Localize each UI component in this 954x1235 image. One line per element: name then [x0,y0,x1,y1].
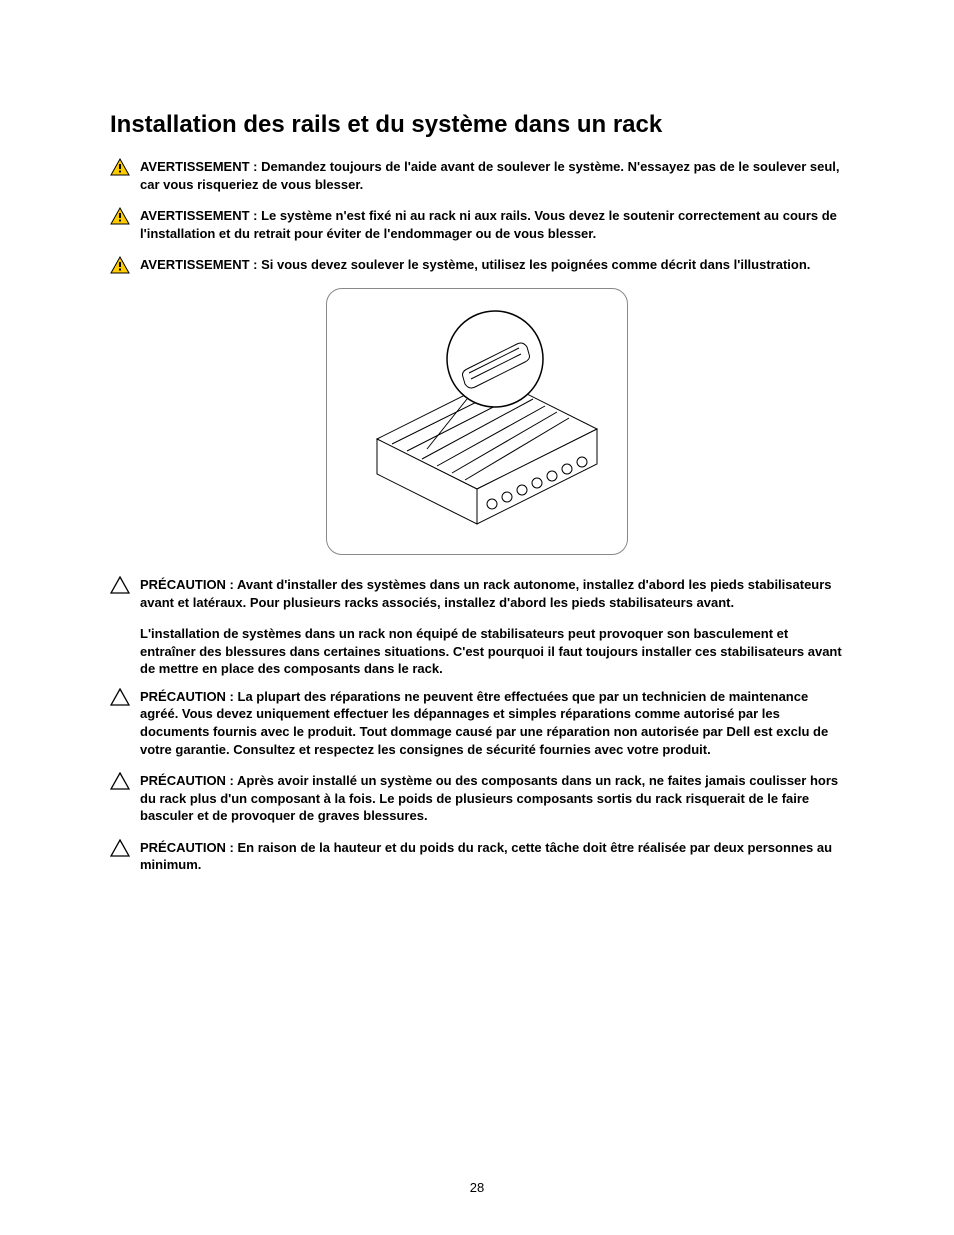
page-title: Installation des rails et du système dan… [110,110,844,140]
caution-4: PRÉCAUTION : En raison de la hauteur et … [110,839,844,874]
page-number: 28 [0,1180,954,1195]
warning-text-3: AVERTISSEMENT : Si vous devez soulever l… [140,256,844,274]
page: Installation des rails et du système dan… [0,0,954,1235]
figure-illustration [326,288,628,555]
warning-text-1: AVERTISSEMENT : Demandez toujours de l'a… [140,158,844,193]
caution-text-4: PRÉCAUTION : En raison de la hauteur et … [140,839,844,874]
warning-icon [110,256,134,274]
caution-2: PRÉCAUTION : La plupart des réparations … [110,688,844,758]
caution-text-1: PRÉCAUTION : Avant d'installer des systè… [140,576,844,611]
caution-icon [110,688,134,706]
caution-icon [110,576,134,594]
warning-icon [110,207,134,225]
warning-2: AVERTISSEMENT : Le système n'est fixé ni… [110,207,844,242]
caution-icon [110,772,134,790]
caution-extra-1: L'installation de systèmes dans un rack … [140,625,844,678]
warning-1: AVERTISSEMENT : Demandez toujours de l'a… [110,158,844,193]
warning-icon [110,158,134,176]
caution-icon [110,839,134,857]
warning-3: AVERTISSEMENT : Si vous devez soulever l… [110,256,844,274]
figure-container [110,288,844,560]
warning-text-2: AVERTISSEMENT : Le système n'est fixé ni… [140,207,844,242]
caution-text-2: PRÉCAUTION : La plupart des réparations … [140,688,844,758]
caution-1: PRÉCAUTION : Avant d'installer des systè… [110,576,844,611]
caution-3: PRÉCAUTION : Après avoir installé un sys… [110,772,844,825]
caution-text-3: PRÉCAUTION : Après avoir installé un sys… [140,772,844,825]
